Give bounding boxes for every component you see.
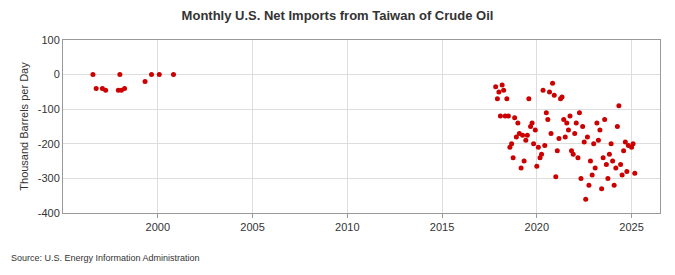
svg-text:2020: 2020 [525, 221, 549, 233]
svg-text:2010: 2010 [335, 221, 359, 233]
svg-text:-400: -400 [38, 207, 60, 219]
svg-text:2005: 2005 [240, 221, 264, 233]
svg-text:-100: -100 [38, 103, 60, 115]
svg-text:2000: 2000 [146, 221, 170, 233]
svg-text:Source: U.S. Energy Informatio: Source: U.S. Energy Information Administ… [11, 253, 200, 263]
svg-text:2025: 2025 [619, 221, 643, 233]
svg-text:0: 0 [54, 68, 60, 80]
svg-text:-300: -300 [38, 172, 60, 184]
svg-text:Thousand Barrels per Day: Thousand Barrels per Day [18, 62, 30, 191]
svg-text:100: 100 [41, 34, 59, 46]
svg-text:-200: -200 [38, 138, 60, 150]
svg-text:2015: 2015 [430, 221, 454, 233]
svg-text:Monthly U.S. Net Imports from: Monthly U.S. Net Imports from Taiwan of … [182, 8, 494, 23]
